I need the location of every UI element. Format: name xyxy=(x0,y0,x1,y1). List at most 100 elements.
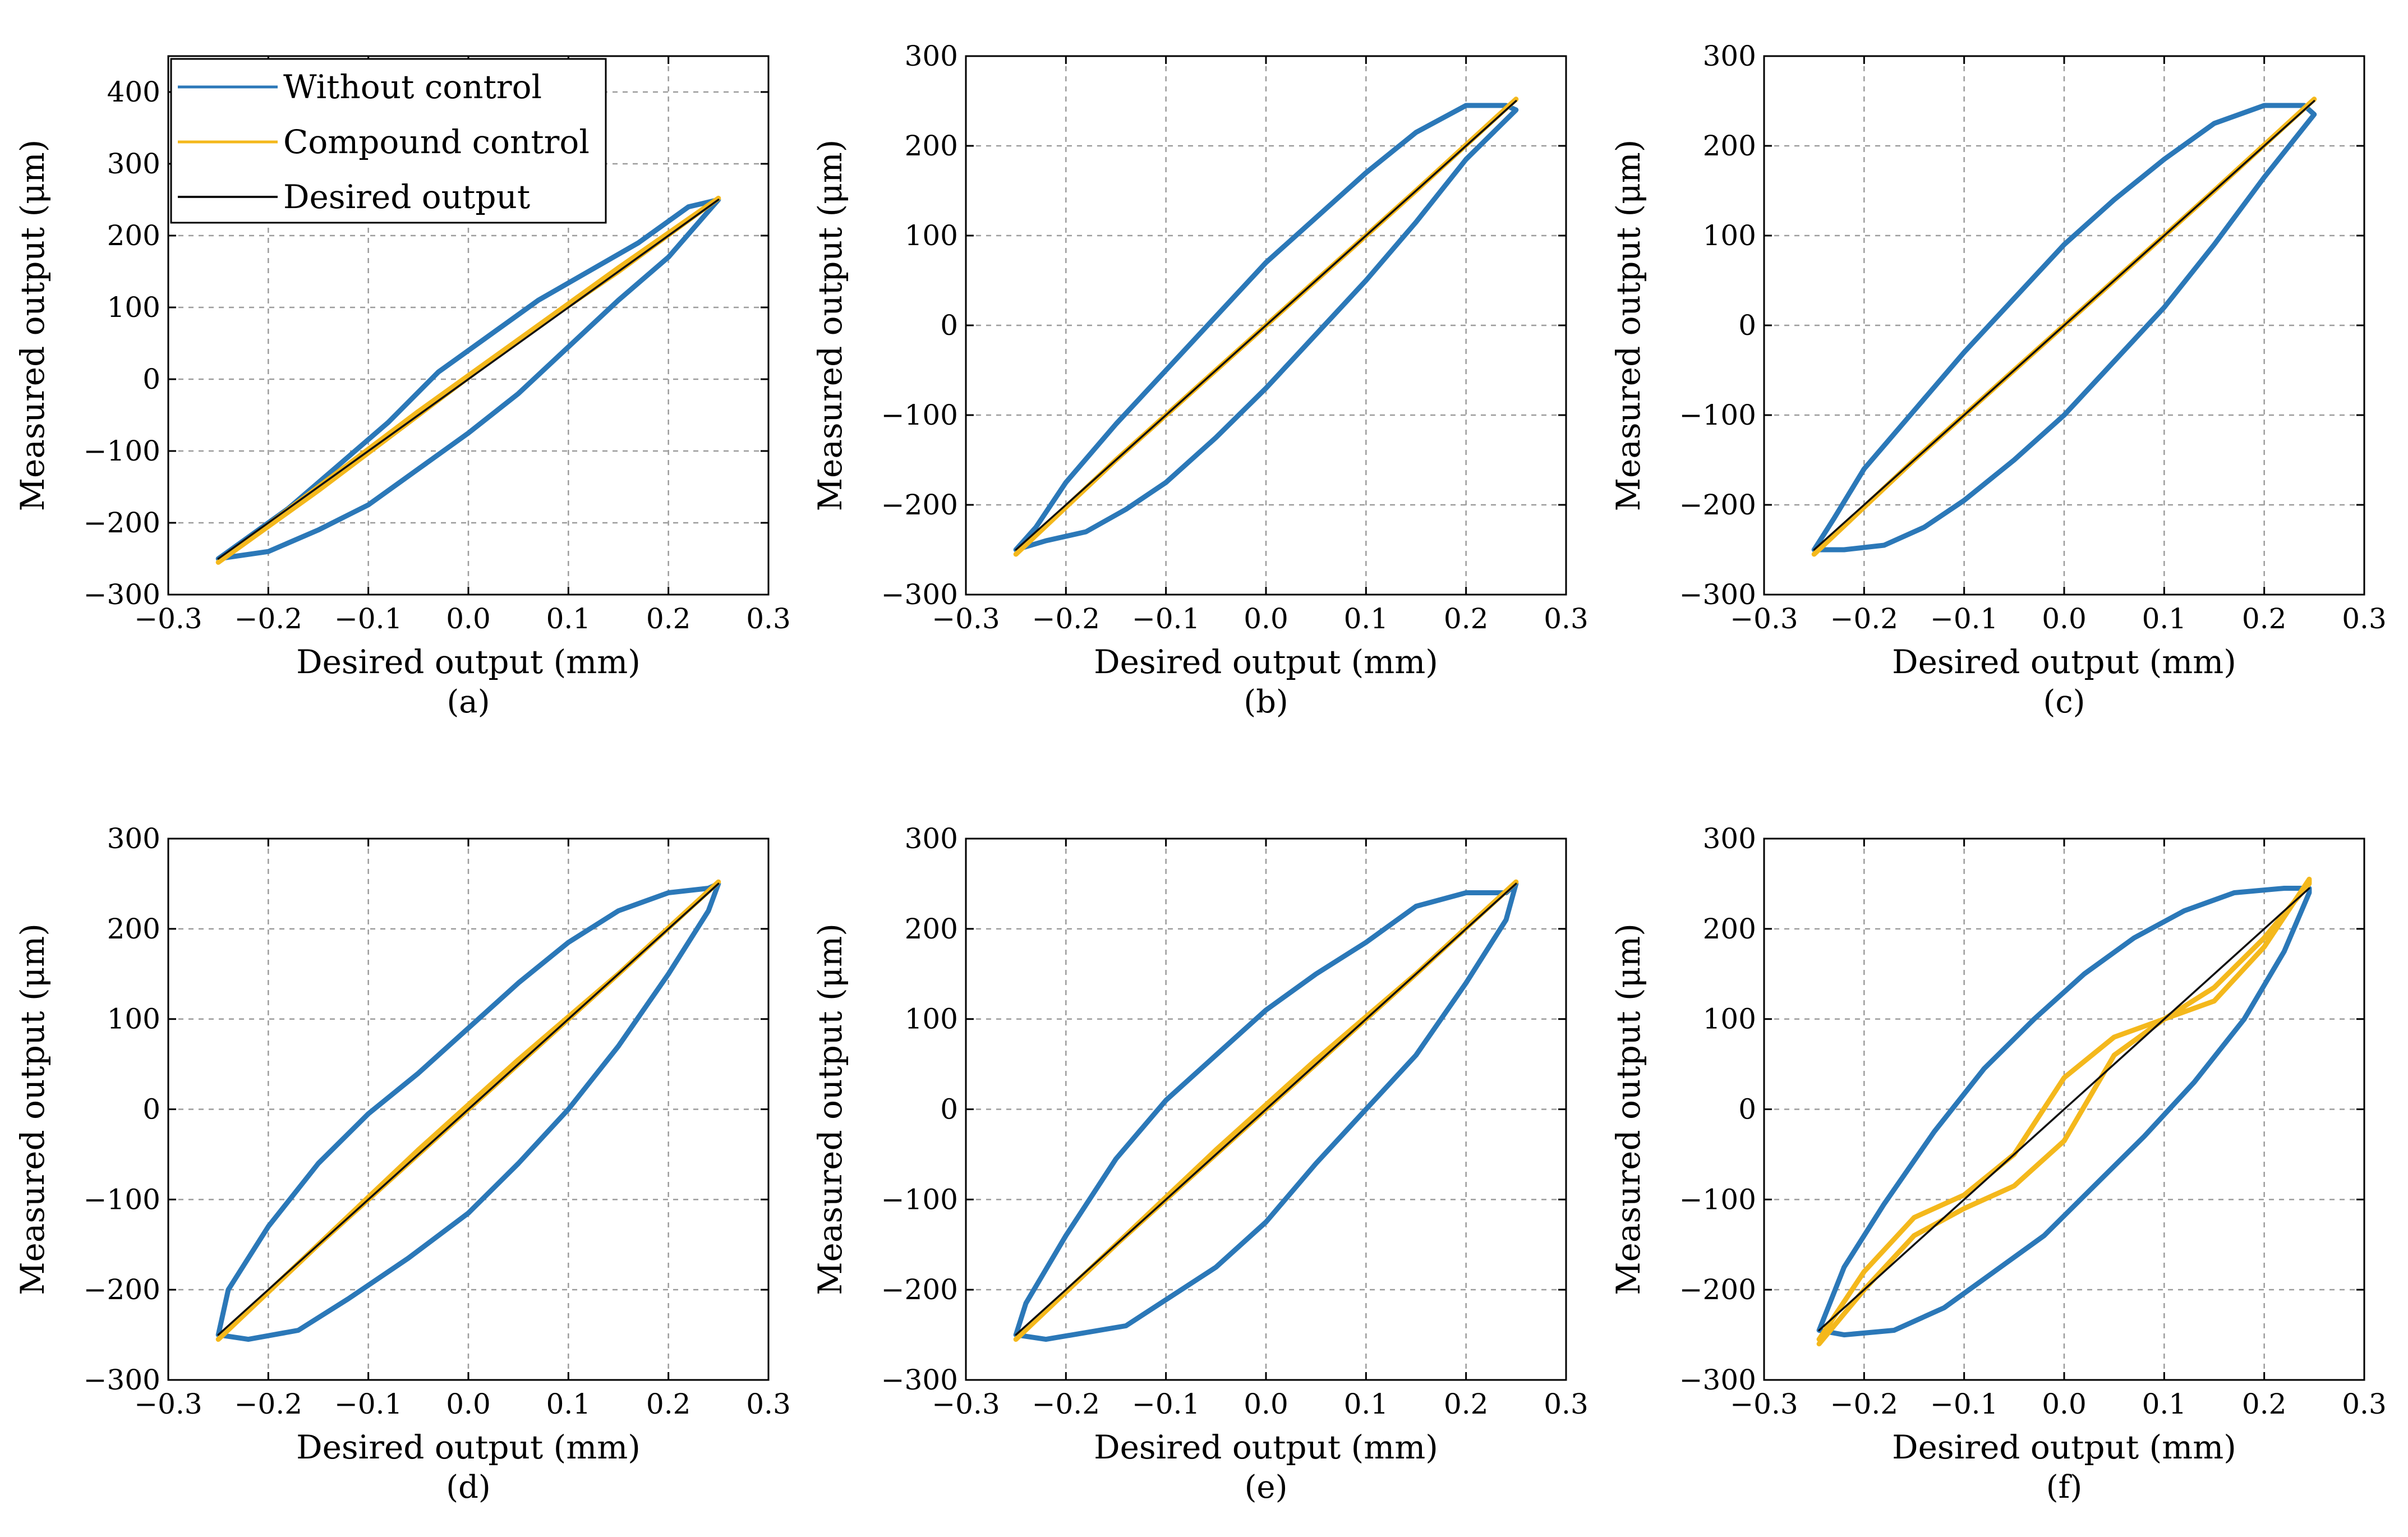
y-tick-label: −100 xyxy=(84,1183,160,1216)
x-tick-label: −0.3 xyxy=(932,1388,1000,1420)
y-tick-label: 300 xyxy=(1703,40,1756,72)
y-tick-label: 400 xyxy=(107,76,160,108)
y-tick-label: 200 xyxy=(905,913,958,945)
series-group xyxy=(215,195,721,565)
chart-panel-f: −0.3 −0.2 −0.1 0.0 0.1 0.2 0.3 −300 −200 −100 0 100… xyxy=(1609,822,2387,1506)
series-line-compound xyxy=(1816,876,2312,1347)
x-tick-label: −0.3 xyxy=(932,602,1000,635)
series-group xyxy=(1811,96,2317,557)
series-line-without xyxy=(1816,886,2312,1338)
x-tick-label: 0.2 xyxy=(1444,1388,1489,1420)
y-tick-label: 300 xyxy=(1703,822,1756,855)
y-tick-label: −200 xyxy=(881,1273,958,1306)
x-axis-title: Desired output (mm) xyxy=(296,1428,641,1466)
y-tick-label: 300 xyxy=(107,148,160,180)
x-tick-label: 0.0 xyxy=(446,1388,491,1420)
y-tick-label: −200 xyxy=(1679,489,1756,521)
x-tick-label: 0.2 xyxy=(2242,1388,2287,1420)
x-axis-title: Desired output (mm) xyxy=(1094,1428,1438,1466)
y-tick-label: −100 xyxy=(84,435,160,467)
series-line-desired xyxy=(217,882,720,1336)
x-tick-label: 0.2 xyxy=(1444,602,1489,635)
x-tick-label: 0.1 xyxy=(1344,602,1389,635)
panel-caption: (b) xyxy=(1244,684,1288,720)
x-tick-label: 0.3 xyxy=(746,602,791,635)
legend-label-desired: Desired output xyxy=(283,178,530,216)
series-line-desired xyxy=(1015,100,1517,551)
y-tick-label: −300 xyxy=(1679,1364,1756,1396)
x-tick-label: −0.2 xyxy=(1830,1388,1898,1420)
x-tick-label: 0.3 xyxy=(746,1388,791,1420)
x-tick-label: 0.3 xyxy=(1544,602,1589,635)
legend-label-without: Without control xyxy=(283,68,542,106)
y-axis-title: Measured output (μm) xyxy=(13,140,52,512)
y-tick-label: −200 xyxy=(1679,1273,1756,1306)
panel-caption: (d) xyxy=(446,1469,491,1506)
series-group xyxy=(215,879,721,1342)
y-tick-label: −300 xyxy=(881,1364,958,1396)
x-tick-label: 0.0 xyxy=(2042,1388,2087,1420)
x-axis-title: Desired output (mm) xyxy=(1892,643,2236,681)
y-tick-label: 300 xyxy=(905,822,958,855)
y-tick-label: 200 xyxy=(107,219,160,252)
x-tick-label: −0.2 xyxy=(1032,1388,1100,1420)
panel-caption: (c) xyxy=(2043,684,2085,720)
y-axis-title: Measured output (μm) xyxy=(811,923,849,1295)
x-tick-label: 0.0 xyxy=(1244,602,1288,635)
y-tick-label: 0 xyxy=(1738,309,1756,342)
y-axis-title: Measured output (μm) xyxy=(13,923,52,1295)
y-axis-title: Measured output (μm) xyxy=(1609,140,1647,512)
y-tick-label: 300 xyxy=(905,40,958,72)
y-tick-label: 200 xyxy=(1703,130,1756,162)
legend: Without control Compound control Desired o… xyxy=(170,58,607,224)
x-tick-label: 0.3 xyxy=(2342,1388,2387,1420)
y-tick-label: −200 xyxy=(84,1273,160,1306)
legend-label-compound: Compound control xyxy=(283,123,590,161)
x-tick-label: 0.0 xyxy=(2042,602,2087,635)
y-tick-label: 100 xyxy=(905,219,958,252)
x-tick-label: −0.2 xyxy=(1830,602,1898,635)
x-axis-title: Desired output (mm) xyxy=(296,643,641,681)
x-tick-label: 0.2 xyxy=(2242,602,2287,635)
x-tick-label: −0.3 xyxy=(1730,1388,1798,1420)
y-tick-label: −300 xyxy=(84,578,160,611)
y-tick-label: 0 xyxy=(142,363,160,395)
chart-panel-c: −0.3 −0.2 −0.1 0.0 0.1 0.2 0.3 −300 −200 −100 0 100… xyxy=(1609,40,2387,720)
y-axis-title: Measured output (μm) xyxy=(1609,923,1647,1295)
panel-caption: (e) xyxy=(1245,1469,1288,1506)
x-tick-label: 0.3 xyxy=(1544,1388,1589,1420)
x-tick-label: −0.1 xyxy=(1930,602,1998,635)
series-group xyxy=(1013,96,1519,557)
series-line-without xyxy=(1811,103,2317,553)
y-tick-label: −200 xyxy=(84,507,160,539)
x-tick-label: −0.2 xyxy=(234,1388,302,1420)
y-tick-label: −200 xyxy=(881,489,958,521)
x-axis-title: Desired output (mm) xyxy=(1094,643,1438,681)
x-tick-label: 0.1 xyxy=(2142,1388,2187,1420)
y-tick-label: −100 xyxy=(1679,399,1756,431)
series-line-desired xyxy=(1015,882,1517,1336)
x-axis-title: Desired output (mm) xyxy=(1892,1428,2236,1466)
y-tick-label: 100 xyxy=(107,1003,160,1036)
x-tick-label: 0.1 xyxy=(546,1388,591,1420)
x-tick-label: −0.1 xyxy=(1930,1388,1998,1420)
y-tick-label: −100 xyxy=(881,1183,958,1216)
x-tick-label: −0.1 xyxy=(334,1388,402,1420)
y-tick-label: 200 xyxy=(107,913,160,945)
series-line-without xyxy=(1013,103,1519,553)
x-tick-label: −0.3 xyxy=(134,1388,202,1420)
y-tick-label: 0 xyxy=(940,1093,958,1126)
y-tick-label: 0 xyxy=(940,309,958,342)
chart-panel-a: −0.3 −0.2 −0.1 0.0 0.1 0.2 0.3 −300 −200 −100 0 100… xyxy=(13,55,791,720)
y-axis-title: Measured output (μm) xyxy=(811,140,849,512)
chart-panel-b: −0.3 −0.2 −0.1 0.0 0.1 0.2 0.3 −300 −200 −100 0 100… xyxy=(811,40,1589,720)
y-tick-label: 200 xyxy=(905,130,958,162)
x-tick-label: 0.3 xyxy=(2342,602,2387,635)
series-line-desired xyxy=(217,199,720,560)
x-tick-label: −0.1 xyxy=(334,602,402,635)
x-tick-label: −0.1 xyxy=(1132,602,1200,635)
series-group xyxy=(1816,876,2312,1347)
x-tick-label: −0.2 xyxy=(234,602,302,635)
y-tick-label: 0 xyxy=(142,1093,160,1126)
series-group xyxy=(1013,879,1519,1342)
